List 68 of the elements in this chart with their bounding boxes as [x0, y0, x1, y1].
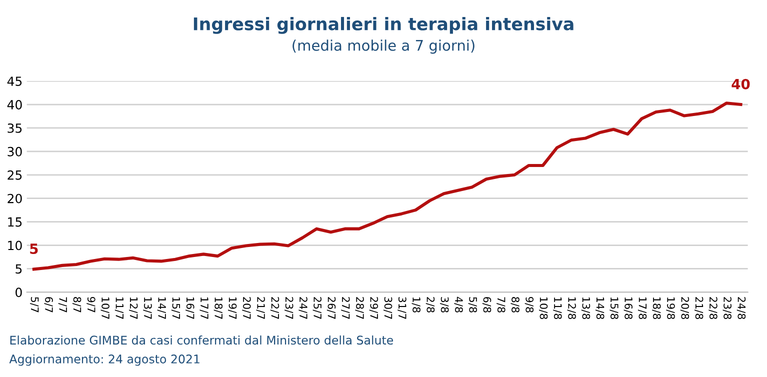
x-tick-label: 22/7: [270, 297, 280, 319]
x-tick-label: 19/7: [228, 297, 237, 319]
text: Elaborazione GIMBE da casi confermati dal Ministero della Salute: [10, 335, 394, 345]
x-tick-label: 20/8: [680, 297, 690, 320]
x-tick-label: 18/8: [652, 297, 661, 320]
x-tick-label: 8/7: [72, 297, 82, 312]
line-series: [32, 102, 742, 271]
y-tick-label: 20: [8, 194, 22, 204]
x-tick-label: 11/8: [553, 297, 562, 320]
x-tick-label: 24/8: [736, 297, 746, 320]
x-tick-label: 28/7: [355, 297, 364, 319]
x-tick-label: 30/7: [383, 297, 392, 319]
x-tick-label: 18/7: [214, 297, 223, 319]
chart-subtitle: (media mobile a 7 giorni): [292, 40, 474, 54]
x-tick-label: 2/8: [426, 297, 435, 312]
x-tick-label: 11/7: [114, 297, 124, 319]
x-tick-label: 31/7: [398, 297, 406, 319]
x-tick-label: 21/8: [694, 297, 704, 320]
x-tick-label: 24/7: [298, 297, 308, 319]
x-tick-label: 12/8: [567, 297, 576, 320]
x-tick-label: 27/7: [341, 297, 350, 319]
x-tick-label: 9/8: [524, 297, 534, 312]
x-tick-label: 5/8: [468, 297, 478, 312]
data-label: 5: [30, 244, 38, 254]
y-tick-label: 15: [8, 217, 22, 227]
y-tick-label: 25: [8, 170, 22, 180]
x-tick-label: 22/8: [708, 297, 718, 320]
x-tick-label: 23/7: [284, 297, 294, 319]
x-tick-label: 12/7: [129, 297, 138, 319]
y-tick-label: 35: [8, 123, 22, 133]
x-tick-label: 16/8: [624, 297, 633, 320]
x-tick-label: 15/8: [610, 297, 618, 320]
data-label: 40: [732, 78, 750, 90]
y-tick-label: 45: [7, 76, 22, 86]
x-tick-label: 17/8: [638, 297, 647, 320]
x-tick-label: 26/7: [326, 297, 336, 319]
x-tick-label: 13/8: [581, 297, 590, 320]
x-tick-label: 4/8: [454, 296, 463, 312]
y-tick-label: 0: [16, 288, 22, 298]
x-tick-label: 25/7: [312, 297, 322, 319]
x-tick-label: 7/7: [58, 297, 67, 312]
x-tick-label: 17/7: [200, 297, 208, 319]
x-tick-label: 21/7: [256, 297, 265, 319]
chart-title: Ingressi giornalieri in terapia intensiva: [194, 16, 574, 34]
x-tick-label: 1/8: [412, 297, 420, 312]
x-tick-label: 7/8: [496, 297, 506, 312]
x-tick-label: 5/7: [30, 297, 39, 312]
x-tick-label: 15/7: [171, 297, 180, 319]
y-tick-label: 40: [7, 100, 22, 110]
x-tick-label: 19/8: [666, 297, 675, 320]
x-tick-label: 23/8: [722, 297, 732, 320]
y-tick-label: 30: [8, 146, 22, 156]
x-tick-label: 14/7: [157, 297, 166, 319]
x-tick-label: 29/7: [369, 297, 378, 319]
x-tick-label: 8/8: [510, 297, 520, 312]
y-tick-label: 5: [16, 264, 22, 274]
x-tick-label: 6/8: [482, 297, 492, 312]
x-tick-label: 6/7: [44, 297, 53, 312]
x-tick-label: 3/8: [440, 297, 449, 312]
x-tick-label: 20/7: [242, 297, 251, 319]
text: Aggiornamento: 24 agosto 2021: [9, 354, 200, 366]
y-tick-label: 10: [8, 240, 22, 250]
x-tick-label: 14/8: [596, 297, 604, 320]
x-tick-label: 10/8: [539, 297, 548, 320]
x-tick-label: 16/7: [186, 297, 194, 319]
x-tick-label: 9/7: [86, 297, 96, 312]
x-tick-label: 13/7: [143, 297, 152, 319]
x-tick-label: 10/7: [100, 297, 110, 319]
